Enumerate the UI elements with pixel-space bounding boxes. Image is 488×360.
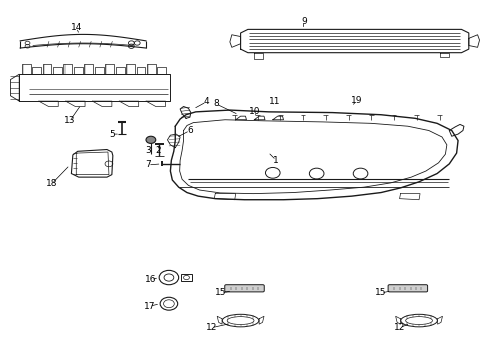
Ellipse shape: [227, 317, 253, 324]
Bar: [181, 274, 191, 281]
Text: 15: 15: [215, 288, 226, 297]
Text: 16: 16: [145, 275, 156, 284]
Text: 13: 13: [64, 116, 76, 125]
Text: 18: 18: [46, 179, 58, 188]
Text: 11: 11: [268, 96, 280, 105]
Text: 1: 1: [273, 156, 279, 165]
Text: 3: 3: [145, 146, 150, 155]
Text: 10: 10: [248, 107, 260, 116]
Circle shape: [146, 136, 156, 143]
Text: 6: 6: [186, 126, 192, 135]
Text: 9: 9: [301, 17, 306, 26]
Text: 5: 5: [109, 130, 115, 139]
Text: 12: 12: [393, 323, 405, 332]
Text: 2: 2: [155, 146, 160, 155]
Text: 12: 12: [205, 323, 217, 332]
FancyBboxPatch shape: [387, 285, 427, 292]
Text: 8: 8: [213, 99, 219, 108]
Ellipse shape: [405, 317, 431, 324]
Text: 17: 17: [143, 302, 155, 311]
Text: 4: 4: [203, 97, 209, 106]
Text: 7: 7: [145, 161, 150, 170]
Ellipse shape: [222, 314, 258, 327]
Text: 15: 15: [374, 288, 386, 297]
Text: 19: 19: [350, 96, 362, 105]
FancyBboxPatch shape: [224, 285, 264, 292]
Ellipse shape: [400, 314, 436, 327]
Text: 14: 14: [70, 23, 82, 32]
